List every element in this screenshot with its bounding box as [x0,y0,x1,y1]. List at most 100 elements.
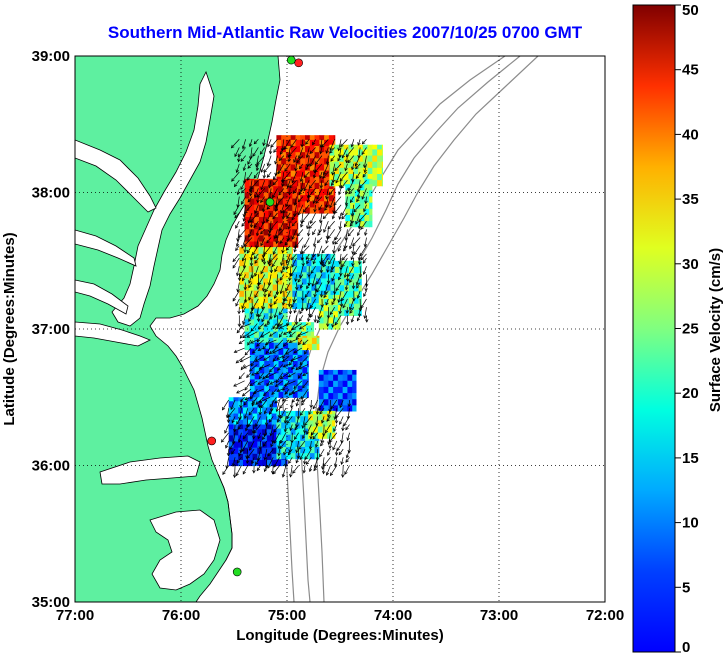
velocity-cell [239,283,245,291]
velocity-vector [361,147,367,155]
velocity-vector-head [253,430,257,434]
velocity-vector [240,364,245,370]
velocity-cell [350,183,356,191]
velocity-vector-head [357,154,361,159]
velocity-cell [290,169,297,177]
velocity-vector [337,155,342,161]
velocity-vector-head [244,397,249,401]
velocity-vector-head [242,213,246,218]
velocity-vector-head [287,303,292,308]
velocity-vector [319,407,325,415]
velocity-cell [278,354,284,361]
velocity-cell [295,139,301,147]
velocity-vector-head [355,175,359,180]
velocity-vector [244,245,247,253]
velocity-cell [249,391,256,398]
velocity-vectors [220,139,369,479]
velocity-vector-head [289,333,293,338]
velocity-cell [233,459,239,467]
velocity-cell [300,200,306,208]
velocity-vector-head [238,234,242,239]
velocity-vector [329,306,335,315]
velocity-cell [305,410,311,417]
velocity-vector-head [288,310,293,315]
velocity-cell [354,214,361,222]
velocity-vector-head [307,282,311,287]
velocity-cell [367,173,373,181]
velocity-cell [287,283,293,291]
velocity-vector-head [324,207,328,211]
velocity-cell [323,294,329,299]
velocity-cell [239,277,245,285]
velocity-cell [333,310,339,318]
velocity-cell [248,283,255,291]
velocity-cell [297,178,299,181]
velocity-vector-head [252,251,256,256]
velocity-vector [315,196,323,204]
velocity-vector [262,298,266,310]
velocity-vector-head [235,360,240,364]
velocity-cell [257,424,263,430]
velocity-vector-head [311,282,315,287]
velocity-vector-head [286,238,290,242]
velocity-cell [287,324,293,332]
velocity-vector-head [272,350,276,354]
velocity-cell [362,148,369,156]
velocity-cell [258,271,264,279]
velocity-vector-head [235,247,239,252]
velocity-cell [328,298,334,306]
velocity-cell [369,183,373,191]
velocity-vector-head [305,141,309,145]
velocity-vector [339,180,342,188]
velocity-vector [364,229,367,236]
velocity-vector-head [334,321,338,326]
velocity-vector [272,323,277,329]
velocity-vector-head [293,309,297,314]
velocity-vector-head [313,319,318,323]
velocity-cell [249,337,255,344]
velocity-cell [271,453,277,460]
velocity-cell [320,277,327,285]
velocity-vector [246,448,255,459]
velocity-cell [271,459,277,467]
velocity-cell [316,337,320,344]
river-rappahannock [75,229,137,267]
velocity-vector [284,416,287,424]
velocity-cell [309,145,316,153]
velocity-cell [353,260,360,267]
velocity-vector [363,266,367,275]
velocity-cell [282,228,289,236]
velocity-vector-head [283,451,287,456]
velocity-cell [258,296,264,303]
velocity-vector [286,416,293,424]
velocity-vector [317,237,323,243]
velocity-cell [327,410,333,415]
velocity-cell [253,290,259,297]
velocity-cell [323,380,329,387]
velocity-vector [313,257,316,264]
velocity-cell [290,139,297,147]
velocity-cell [381,167,383,174]
velocity-cell [350,189,356,197]
velocity-cell [233,447,239,454]
velocity-vector-head [312,260,316,265]
velocity-vector-head [272,181,277,186]
velocity-vector-head [273,440,277,444]
velocity-vector [349,298,355,311]
velocity-cell [273,354,280,361]
velocity-cell [334,154,340,162]
velocity-vector [294,196,297,206]
velocity-vector-head [236,421,240,425]
velocity-vector-head [249,262,254,267]
velocity-cell [290,410,297,417]
velocity-vector [222,399,229,411]
velocity-cell [282,283,288,291]
velocity-vector-head [263,433,267,437]
velocity-cell [258,290,264,297]
velocity-cell [277,265,283,273]
velocity-cell [273,179,279,187]
velocity-vector [269,347,277,355]
velocity-cell [266,397,273,402]
velocity-vector-head [287,374,292,378]
